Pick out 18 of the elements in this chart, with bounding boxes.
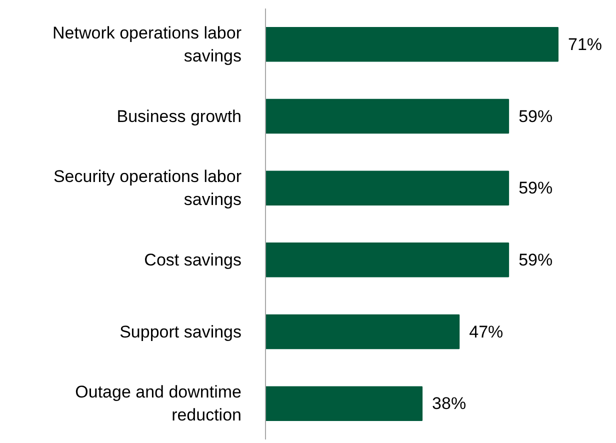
bar (266, 386, 423, 421)
bar (266, 27, 558, 62)
y-tick-label: Outage and downtime reduction (75, 382, 242, 424)
y-tick-label: Cost savings (144, 250, 242, 270)
data-label: 59% (518, 178, 553, 198)
bar (266, 98, 510, 134)
data-label: 59% (518, 250, 553, 270)
y-tick-label: Business growth (116, 106, 242, 126)
data-label: 47% (469, 322, 504, 342)
bar (266, 170, 510, 206)
bar (266, 242, 510, 278)
y-tick-label: Support savings (120, 322, 242, 342)
bar (266, 314, 460, 350)
y-tick-label: Network operations labor savings (52, 24, 242, 66)
data-label: 38% (432, 394, 466, 414)
data-label: 71% (568, 34, 602, 54)
y-tick-label: Security operations labor savings (53, 167, 242, 209)
data-label: 59% (518, 106, 553, 126)
